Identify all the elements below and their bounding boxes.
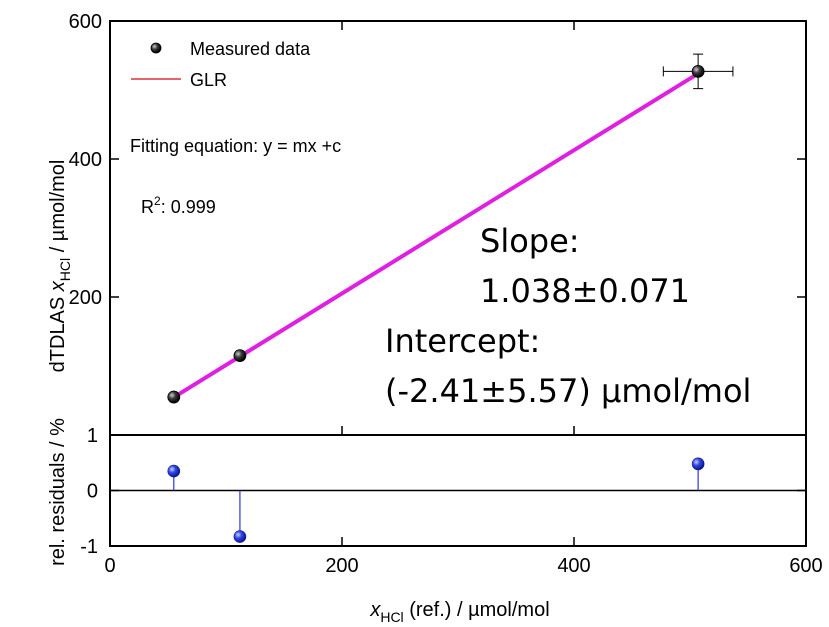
residual-point [167, 464, 181, 478]
x-tick-label: 200 [325, 555, 358, 577]
main-y-tick-label: 400 [69, 149, 102, 171]
y-title-sub: HCl [57, 258, 73, 281]
residual-y-tick-label: 0 [87, 481, 98, 503]
x-axis-title: xHCl (ref.) / µmol/mol [369, 599, 549, 625]
r-squared-value: : 0.999 [161, 197, 216, 217]
y-title-italic: x [47, 280, 69, 292]
x-tick-label: 600 [789, 555, 822, 577]
residual-stems [167, 457, 705, 543]
r-squared: R2: 0.999 [141, 194, 216, 217]
residual-plot-frame [109, 434, 807, 547]
legend-label-measured: Measured data [190, 39, 311, 59]
data-point [233, 349, 247, 363]
main-panel: 200 400 600 Measured data GLR Fitting equa… [47, 11, 807, 436]
residual-point [691, 457, 705, 471]
x-tick-label: 400 [557, 555, 590, 577]
glr-fit-line [171, 71, 701, 400]
residual-panel: -1 0 1 0 200 400 600 rel. residuals / % xHCl (… [47, 418, 823, 625]
data-point [167, 390, 181, 404]
x-title-rest: (ref.) / µmol/mol [404, 599, 550, 621]
residual-point [233, 530, 247, 543]
legend: Measured data GLR [131, 39, 311, 90]
legend-label-glr: GLR [190, 70, 227, 90]
fitting-equation: Fitting equation: y = mx +c [130, 136, 341, 156]
x-title-italic: x [369, 599, 381, 621]
r-squared-sup: 2 [154, 194, 161, 208]
y-title-prefix: dTDLAS [47, 291, 69, 372]
x-title-sub: HCl [380, 609, 403, 625]
main-y-tick-label: 200 [69, 287, 102, 309]
main-y-axis-title: dTDLAS xHCl / µmol/mol [47, 160, 73, 373]
measured-points [167, 53, 734, 404]
data-point [691, 64, 705, 78]
residual-y-axis-title: rel. residuals / % [47, 418, 69, 566]
main-y-tick-label: 600 [69, 11, 102, 33]
intercept-label: Intercept: [385, 322, 540, 360]
fit-layer [171, 71, 701, 400]
r-squared-symbol: R [141, 197, 154, 217]
y-title-rest: / µmol/mol [47, 160, 69, 258]
intercept-value: (-2.41±5.57) µmol/mol [385, 372, 751, 410]
residual-y-tick-label: -1 [80, 536, 98, 558]
residual-ticks: -1 0 1 0 200 400 600 [80, 425, 822, 577]
slope-value: 1.038±0.071 [480, 272, 690, 310]
residual-y-tick-label: 1 [87, 425, 98, 447]
legend-marker-measured [150, 42, 162, 54]
slope-label: Slope: [480, 222, 580, 260]
x-tick-label: 0 [104, 555, 115, 577]
